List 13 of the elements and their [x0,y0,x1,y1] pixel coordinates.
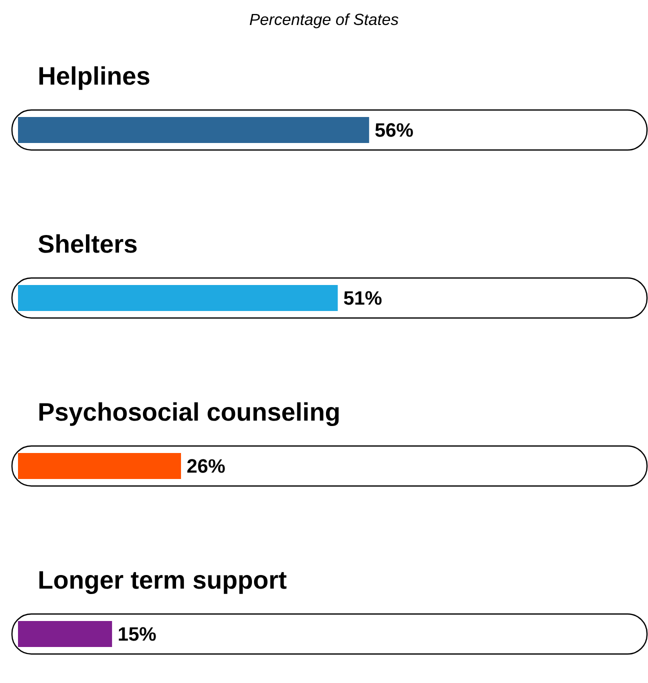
y-tick-label: Shelters [38,234,137,253]
bar [18,621,112,648]
y-tick-label: Helplines [39,66,150,90]
bar [18,453,182,480]
bar [18,285,338,312]
bar [18,117,370,144]
data-label: 26% [187,459,225,473]
data-label: 56% [375,123,413,137]
text: Percentage of States [250,13,398,28]
data-label: 15% [118,627,156,641]
y-tick-label: Psychosocial counseling [39,402,339,426]
data-label: 51% [344,291,382,305]
y-tick-label: Longer term support [39,571,286,594]
